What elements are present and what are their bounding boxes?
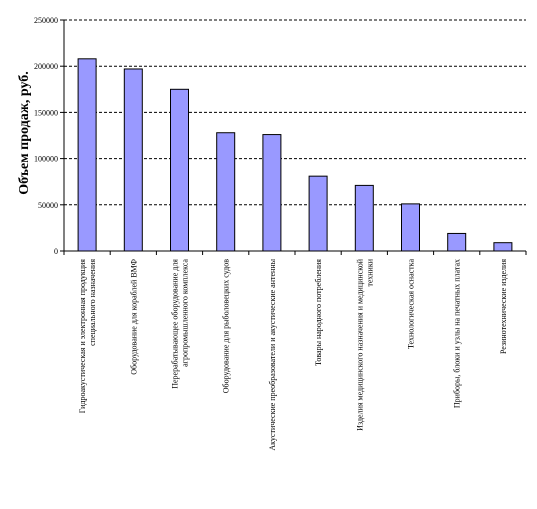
- bars: [77, 58, 513, 252]
- category-label: Товары народного потребления: [314, 259, 323, 366]
- category-label: Перерабатывающее оборудование для: [171, 259, 180, 389]
- category-label: специального назначения: [88, 259, 97, 346]
- category-label: Гидроакустическая и электронная продукци…: [78, 259, 87, 413]
- y-tick-label: 0: [54, 247, 58, 256]
- category-label: Оборудование для рыболовецких судов: [222, 259, 231, 393]
- category-labels: Гидроакустическая и электронная продукци…: [78, 258, 508, 450]
- y-tick-label: 200000: [34, 62, 58, 71]
- bar: [308, 175, 328, 252]
- bar: [262, 134, 282, 252]
- y-tick-label: 250000: [34, 16, 58, 25]
- category-label: Технологическая оснастка: [407, 259, 416, 349]
- bar: [401, 203, 420, 252]
- bar: [123, 68, 143, 252]
- y-tick-labels: 0 50000 100000 150000 200000 250000: [34, 16, 58, 256]
- y-tick-label: 100000: [34, 155, 58, 164]
- category-label: Акустические преобразователи и акустичес…: [268, 258, 277, 450]
- bar: [447, 232, 467, 252]
- y-axis-label: Объем продаж, руб.: [17, 71, 32, 195]
- bar: [354, 184, 374, 252]
- axes: [60, 19, 527, 255]
- bar: [216, 132, 236, 252]
- category-label: Резинотехнические изделия: [499, 259, 508, 354]
- bar: [77, 58, 97, 252]
- category-label: Приборы, блоки и узлы на печатных платах: [453, 259, 462, 408]
- category-label: агропромышленного комплекса: [181, 259, 190, 367]
- bar: [493, 242, 513, 252]
- category-label: техники: [365, 258, 374, 286]
- category-label: Изделия медицинского назначения и медици…: [355, 258, 364, 431]
- bar: [170, 88, 189, 252]
- category-label: Оборудование для кораблей ВМФ: [129, 259, 138, 375]
- y-tick-label: 150000: [34, 108, 58, 117]
- y-tick-label: 50000: [38, 201, 58, 210]
